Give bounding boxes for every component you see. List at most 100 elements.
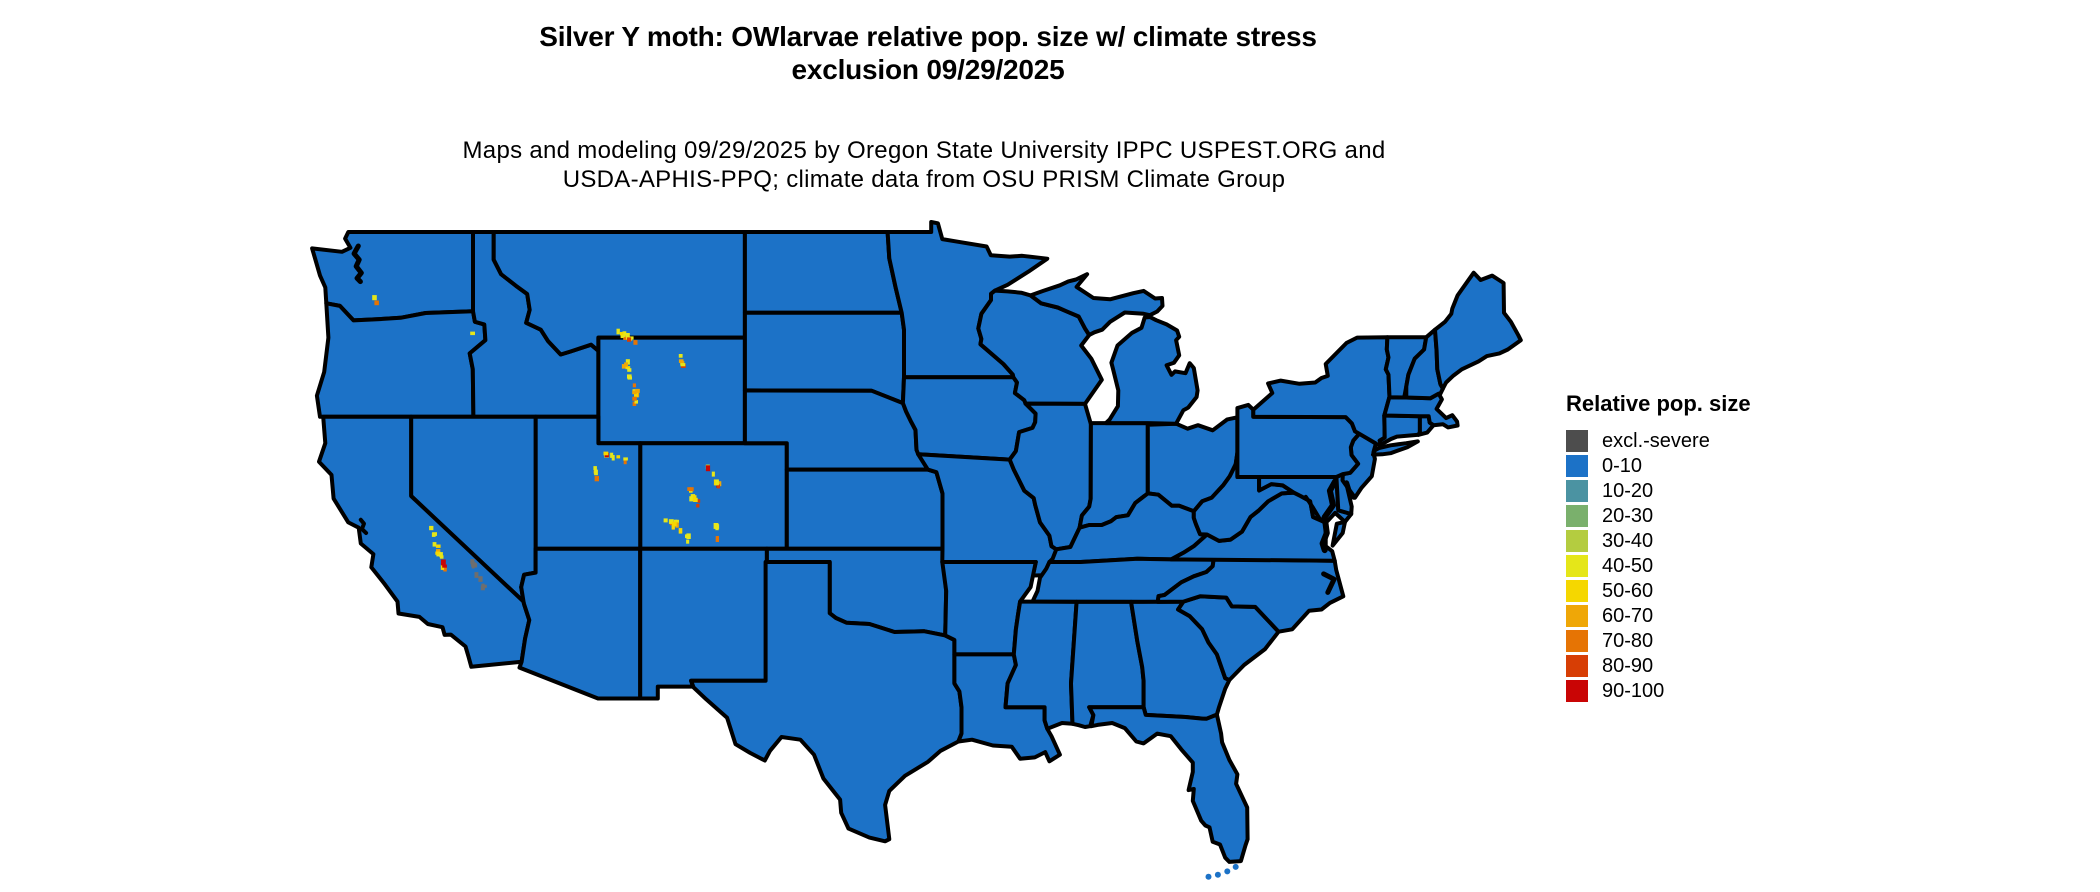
hotspot-cell [622,331,627,336]
hotspot-cell [696,503,700,508]
hotspot-cell [705,465,711,472]
hotspot-montana-beartooth [616,328,638,345]
legend-swatch [1566,480,1588,502]
hotspot-cell [668,519,674,524]
hotspot-cell [713,523,719,529]
legend-label: 30-40 [1602,530,1654,552]
legend-entries: excl.-severe 0-10 10-20 20-30 30-40 40-50 50-6… [1566,430,1751,702]
hotspot-cell [616,328,620,335]
subtitle-line-1: Maps and modeling 09/29/2025 by Oregon S… [462,137,1386,164]
hotspot-cell [625,366,631,370]
legend-label: 50-60 [1602,580,1654,602]
legend-entry: 90-100 [1566,680,1751,702]
legend-entry: 80-90 [1566,655,1751,677]
hotspot-colorado-san-juan [663,518,691,544]
hotspot-oregon-wallowa [470,331,475,336]
hotspot-cell [441,559,446,566]
hotspot-cell [634,400,638,404]
state-michigan-lower [1103,315,1200,426]
hotspot-cell [689,487,694,492]
legend-swatch [1566,655,1588,677]
hotspot-cell [611,455,615,461]
state-wyoming [596,335,747,446]
hotspot-cell [594,469,598,476]
hotspot-cell [680,361,685,365]
hotspot-cell [435,551,440,555]
legend-swatch [1566,530,1588,552]
hotspot-cell [715,479,719,486]
hotspot-cell [625,359,630,365]
hotspot-cell [675,522,679,528]
hotspot-cell [632,401,637,406]
title-line-1: Silver Y moth: OWlarvae relative pop. si… [539,21,1317,52]
hotspot-washington-cascades [372,295,379,306]
san-francisco-bay-icon [358,517,369,535]
hotspot-cell [716,484,720,489]
hotspot-cell [443,567,447,572]
state-new-york-long-island [1371,439,1420,457]
puget-sound-icon [351,243,364,285]
hotspot-cell [663,518,668,523]
legend-entry: 40-50 [1566,555,1751,577]
legend-swatch [1566,605,1588,627]
hotspot-cell [711,471,715,477]
state-maine [1433,270,1523,391]
legend-entry: 50-60 [1566,580,1751,602]
hotspot-cell [620,332,624,336]
hotspot-cell [478,576,483,582]
legend-entry: 10-20 [1566,480,1751,502]
legend-label: 70-80 [1602,630,1654,652]
state-colorado [638,441,789,551]
hotspot-cell [594,475,599,482]
hotspot-colorado-sawatch [687,487,701,508]
hotspot-cell [673,519,678,523]
hotspot-cell [625,333,630,338]
legend-label: 0-10 [1602,455,1643,477]
potomac-river-icon [1303,494,1327,525]
hotspot-utah-wasatch [593,466,599,482]
hotspot-cell [623,335,628,340]
hotspot-colorado-sangre-de-cristo [713,523,720,542]
legend-swatch [1566,555,1588,577]
hotspot-cell [442,564,447,568]
hotspot-cell [629,336,634,340]
hotspot-cell [678,359,684,363]
legend-entry: 70-80 [1566,630,1751,652]
hotspot-cell [671,521,677,527]
legend-entry: 60-70 [1566,605,1751,627]
legend-label: 80-90 [1602,655,1654,677]
hotspot-cell [470,331,475,336]
legend-entry: 30-40 [1566,530,1751,552]
hotspot-cell [432,532,437,536]
hotspot-cell [634,391,638,398]
hotspot-cell [697,499,701,503]
legend-swatch [1566,630,1588,652]
state-virginia-eastern-shore [1330,519,1347,548]
hotspot-cell [471,563,475,569]
legend-label: 40-50 [1602,555,1654,577]
legend-label: 10-20 [1602,480,1654,502]
legend-title: Relative pop. size [1566,391,1751,416]
state-kansas [784,467,945,551]
chesapeake-bay-icon [1319,478,1339,554]
hotspot-cell [632,390,637,395]
state-florida [1087,705,1250,864]
hotspot-cell [627,368,632,372]
hotspot-cell [632,396,637,401]
state-oregon [314,301,488,419]
hotspot-cell [474,572,479,578]
hotspot-cell [671,524,675,530]
state-arizona [517,546,643,701]
hotspot-cell [620,333,626,338]
state-north-carolina [1155,557,1346,634]
florida-keys-dot [1205,873,1212,880]
state-texas [689,560,964,844]
delaware-bay-icon [1344,480,1357,500]
hotspot-cell [603,451,609,456]
florida-keys-dot [1214,871,1221,878]
hotspot-cell [439,555,444,559]
subtitle-line-2: USDA-APHIS-PPQ; climate data from OSU PR… [562,166,1286,193]
hotspot-colorado-front-range [705,464,722,489]
legend-label: excl.-severe [1602,430,1710,452]
attribution-subtitle: Maps and modeling 09/29/2025 by Oregon S… [463,136,1386,194]
